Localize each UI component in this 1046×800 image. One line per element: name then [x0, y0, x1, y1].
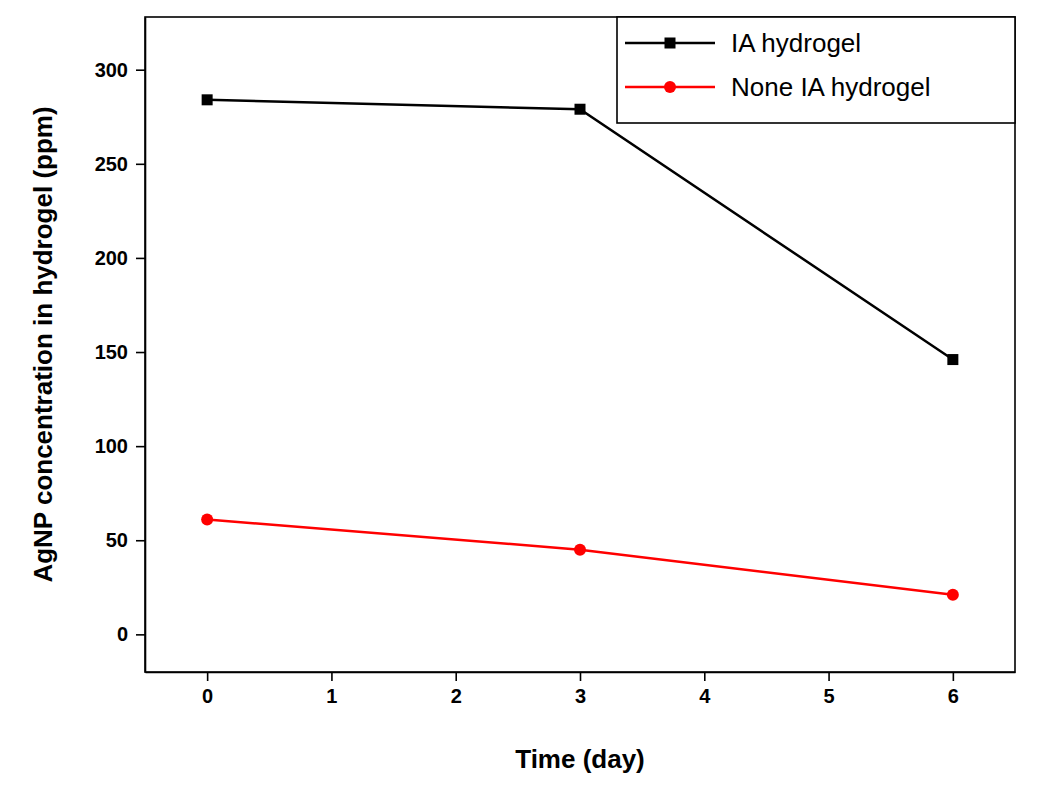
tick-label: 2 — [451, 685, 462, 707]
tick-mark — [953, 672, 955, 681]
legend-box — [617, 17, 1015, 123]
data-point — [201, 514, 213, 526]
data-area — [201, 94, 959, 601]
tick-mark — [207, 672, 209, 681]
tick-mark — [136, 164, 145, 166]
tick-label: 0 — [117, 623, 128, 645]
tick-label: 300 — [95, 59, 128, 81]
tick: 1 — [326, 672, 337, 707]
tick-label: 6 — [948, 685, 959, 707]
data-point — [202, 94, 213, 105]
tick: 150 — [95, 341, 145, 363]
tick-mark — [136, 69, 145, 71]
data-point — [574, 544, 586, 556]
tick-label: 200 — [95, 247, 128, 269]
y-axis: 0 50 100 150 200 250 300 — [95, 18, 146, 673]
tick-label: 150 — [95, 341, 128, 363]
tick-label: 0 — [202, 685, 213, 707]
tick: 2 — [451, 672, 462, 707]
tick: 5 — [824, 672, 835, 707]
tick-mark — [331, 672, 333, 681]
series-line — [207, 520, 953, 595]
tick-mark — [455, 672, 457, 681]
legend: IA hydrogel None IA hydrogel — [617, 17, 1015, 123]
tick: 200 — [95, 247, 145, 269]
legend-marker — [665, 38, 676, 49]
tick-mark — [580, 672, 582, 681]
tick-mark — [136, 352, 145, 354]
tick-mark — [704, 672, 706, 681]
data-point — [947, 354, 958, 365]
tick-label: 100 — [95, 435, 128, 457]
plot-frame — [145, 17, 1015, 672]
tick-mark — [136, 258, 145, 260]
tick: 4 — [699, 672, 711, 707]
tick: 0 — [202, 672, 213, 707]
tick-mark — [136, 446, 145, 448]
y-axis-title: AgNP concentration in hydrogel (ppm) — [28, 106, 58, 582]
tick: 6 — [948, 672, 959, 707]
x-axis: 0 1 2 3 4 5 6 — [146, 672, 1016, 707]
tick: 250 — [95, 153, 145, 175]
tick-label: 50 — [106, 529, 128, 551]
tick-mark — [828, 672, 830, 681]
tick-mark — [136, 634, 145, 636]
tick-label: 3 — [575, 685, 586, 707]
legend-label: IA hydrogel — [731, 28, 861, 58]
chart: 0 1 2 3 4 5 6 0 50 100 150 200 250 300 IA hydrogel None… — [0, 0, 1046, 800]
data-point — [575, 104, 586, 115]
legend-marker — [664, 81, 676, 93]
tick: 3 — [575, 672, 586, 707]
series-line — [207, 100, 953, 360]
tick-mark — [136, 540, 145, 542]
tick: 100 — [95, 435, 145, 457]
tick: 0 — [117, 623, 145, 645]
tick: 50 — [106, 529, 145, 551]
tick-label: 1 — [326, 685, 337, 707]
legend-label: None IA hydrogel — [731, 72, 930, 102]
data-point — [947, 589, 959, 601]
x-axis-title: Time (day) — [515, 744, 645, 774]
tick-label: 4 — [699, 685, 711, 707]
tick: 300 — [95, 59, 145, 81]
plot: 0 1 2 3 4 5 6 0 50 100 150 200 250 300 IA hydrogel None… — [95, 17, 1016, 707]
tick-label: 5 — [824, 685, 835, 707]
tick-label: 250 — [95, 153, 128, 175]
